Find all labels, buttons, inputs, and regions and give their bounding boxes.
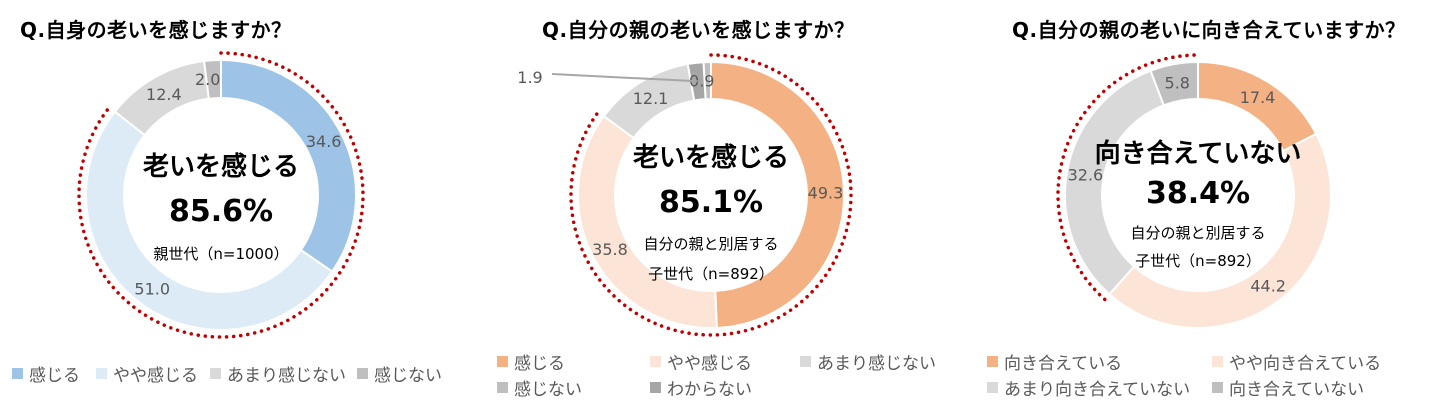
chart-title: Q.自分の親の老いを感じますか？ [542,18,855,42]
legend-swatch [987,382,998,393]
donut-slice [710,60,845,329]
slice-label: 12.1 [633,89,669,108]
legend-item: やや向き合えている [1212,349,1381,374]
slice-label: 51.0 [134,279,170,298]
slice-label: 0.9 [689,72,714,91]
center-headline: 老いを感じる [142,152,300,182]
legend-label: あまり感じない [227,366,346,386]
center-percent: 85.6% [168,194,274,229]
donut-slice [1149,60,1199,107]
center-headline: 向き合えていない [1094,139,1302,169]
legend-swatch [497,356,508,367]
legend-label: 感じる [29,366,80,386]
legend-label: やや向き合えている [1229,354,1382,374]
slice-label: 32.6 [1068,165,1104,184]
legend-swatch [650,382,661,393]
legend-item: やや感じる [650,349,752,374]
chart-panel-2: Q.自分の親の老いを感じますか？ 49.3 35.8 12.1 0.9 1.9 老いを感… [480,0,960,409]
legend-label: やや感じる [667,354,752,374]
legend-item: あまり向き合えていない [987,375,1190,400]
center-sample: 親世代（n=1000） [153,245,289,263]
legend-swatch [650,356,661,367]
legend-swatch [800,356,811,367]
legend-label: あまり向き合えていない [1004,380,1191,400]
center-percent: 38.4% [1145,176,1251,211]
slice-label: 34.6 [306,132,342,151]
chart-panel-3: Q.自分の親の老いに向き合えていますか？ 17.4 44.2 32.6 5.8 向き合… [960,0,1443,409]
chart-title: Q.自身の老いを感じますか？ [20,18,292,42]
legend-label: 向き合えている [1004,354,1123,374]
legend-item: わからない [650,375,752,400]
chart-panel-1: Q.自身の老いを感じますか？ 34.6 51.0 12.4 2.0 老いを感じる 85… [0,0,480,409]
legend-item: やや感じる [96,361,198,386]
donut-chart: 17.4 44.2 32.6 5.8 [1056,53,1332,329]
legend-item: 向き合えていない [1212,375,1364,400]
legend-label: 感じない [514,380,582,400]
donut-slice [1108,132,1332,329]
legend-item: あまり感じない [210,361,346,386]
legend-item: 感じない [357,361,442,386]
donut-slice [85,110,334,331]
slice-label: 44.2 [1250,276,1286,295]
legend-item: あまり感じない [800,349,936,374]
slice-label: 35.8 [592,240,628,259]
center-sample: 自分の親と別居する [1130,224,1266,242]
legend-label: 感じない [374,366,442,386]
donut-slice [220,58,357,273]
legend-label: あまり感じない [817,354,936,374]
donut-chart: 49.3 35.8 12.1 0.9 1.9 [517,53,853,337]
legend-label: やや感じる [113,366,198,386]
highlight-dotted-arc [77,51,365,339]
center-sample: 子世代（n=892） [1135,252,1261,270]
legend-swatch [987,356,998,367]
leader-line [551,73,698,83]
legend-swatch [357,368,368,379]
legend-item: 感じない [497,375,582,400]
center-sample: 自分の親と別居する [643,235,779,253]
slice-label: 5.8 [1165,73,1190,92]
center-sample: 子世代（n=892） [648,265,774,283]
legend-item: 感じる [497,349,565,374]
legend-swatch [1212,382,1223,393]
legend-item: 向き合えている [987,349,1122,374]
legend-swatch [210,368,221,379]
legend-item: 感じる [12,361,80,386]
donut-chart: 34.6 51.0 12.4 2.0 [77,51,365,339]
center-headline: 老いを感じる [632,143,790,173]
slice-label: 12.4 [146,85,182,104]
slice-label: 2.0 [195,70,220,89]
legend-swatch [497,382,508,393]
highlight-dotted-arc [1056,53,1200,302]
chart-title: Q.自分の親の老いに向き合えていますか？ [1012,18,1406,42]
slice-label: 49.3 [808,183,844,202]
legend-label: 向き合えていない [1229,380,1365,400]
legend-swatch [1212,356,1223,367]
slice-label: 17.4 [1240,88,1276,107]
slice-label: 1.9 [517,68,542,87]
legend-swatch [12,368,23,379]
donut-slice [202,58,222,100]
legend-swatch [96,368,107,379]
donut-slice [577,114,718,329]
legend-label: わからない [667,380,752,400]
center-percent: 85.1% [658,185,764,220]
legend-label: 感じる [514,354,565,374]
